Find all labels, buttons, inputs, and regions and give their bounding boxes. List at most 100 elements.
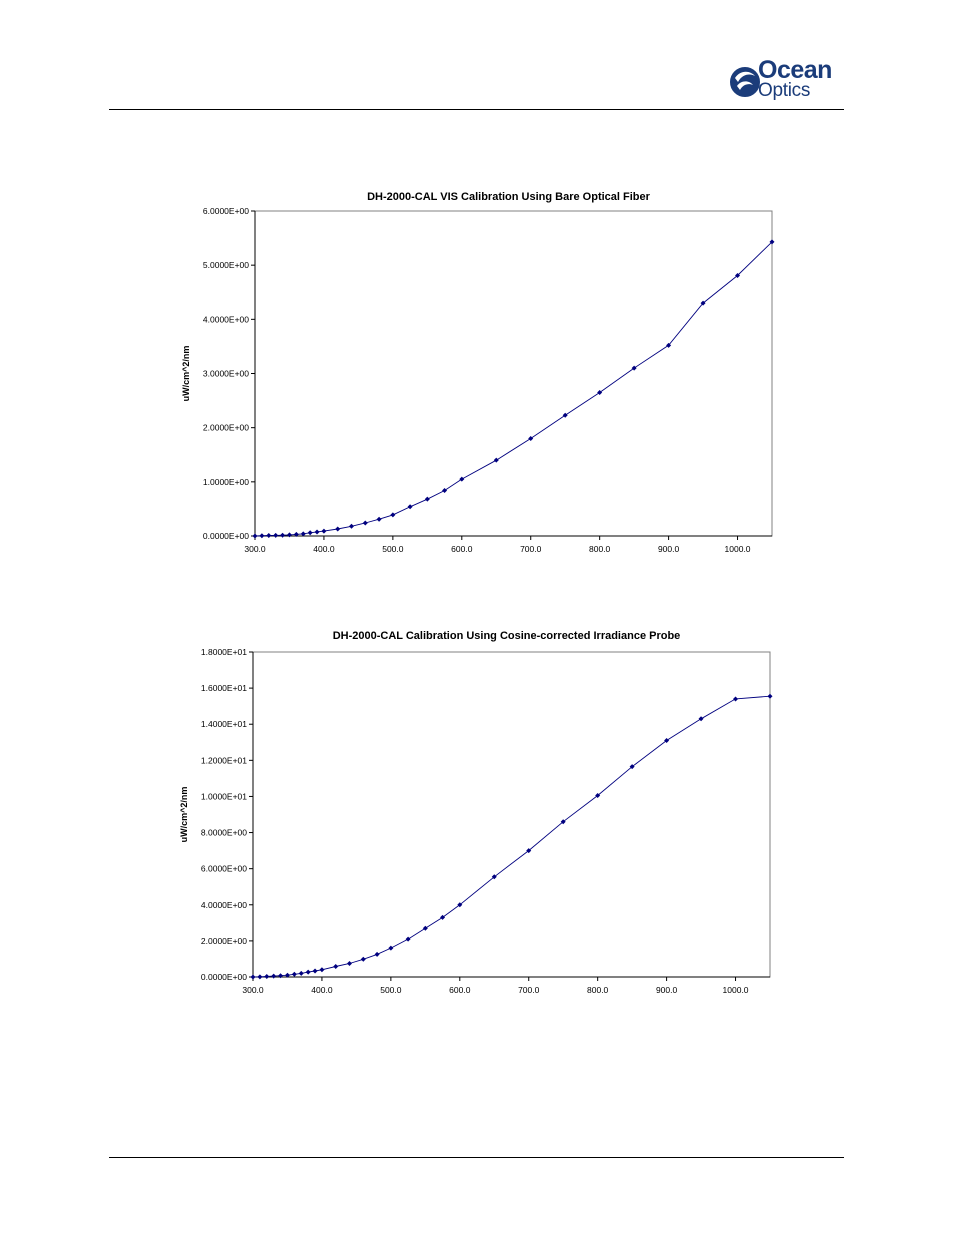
wave-emblem-icon [730,67,760,97]
data-point [376,516,382,522]
data-point [298,970,304,976]
y-tick-label: 3.0000E+00 [203,369,249,379]
data-point [321,528,327,534]
series-line [254,241,773,537]
y-tick-label: 1.4000E+01 [201,719,247,729]
data-point [597,389,603,395]
data-point [769,239,775,245]
chart-bare-optical-fiber: DH-2000-CAL VIS Calibration Using Bare O… [0,180,954,570]
data-point [440,914,446,920]
data-point [698,716,704,722]
data-point [560,819,566,825]
y-tick-label: 5.0000E+00 [203,260,249,270]
data-point [595,793,601,799]
x-tick-label: 500.0 [382,544,404,554]
y-tick-label: 1.0000E+00 [203,477,249,487]
y-tick-label: 6.0000E+00 [203,206,249,216]
y-tick-label: 2.0000E+00 [203,423,249,433]
plot-area [252,651,771,978]
chart-2-svg: DH-2000-CAL Calibration Using Cosine-cor… [179,630,773,995]
footer-divider [109,1157,844,1158]
data-point [457,902,463,908]
data-point [347,960,353,966]
data-point [562,412,568,418]
x-tick-label: 1000.0 [725,544,751,554]
data-point [284,972,290,978]
plot-area [254,210,773,537]
y-axis-label: uW/cm^2/nm [181,346,191,402]
data-point [259,533,265,539]
data-point [405,936,411,942]
y-tick-label: 0.0000E+00 [203,531,249,541]
data-point [252,533,258,539]
data-point [629,764,635,770]
data-point [273,532,279,538]
data-point [735,272,741,278]
chart-title: DH-2000-CAL Calibration Using Cosine-cor… [333,630,681,642]
y-tick-label: 4.0000E+00 [201,900,247,910]
data-point [293,531,299,537]
data-point [305,969,311,975]
data-point [300,531,306,537]
data-point [360,956,366,962]
data-point [291,971,297,977]
x-tick-label: 600.0 [449,985,471,995]
data-point [664,737,670,743]
data-point [374,951,380,957]
data-point [422,925,428,931]
data-point [459,476,465,482]
x-tick-label: 300.0 [244,544,266,554]
logo-word-ocean: Ocean [758,56,832,84]
y-tick-label: 1.8000E+01 [201,647,247,657]
chart-1-svg: DH-2000-CAL VIS Calibration Using Bare O… [181,191,775,554]
data-point [767,693,773,699]
y-tick-label: 6.0000E+00 [201,864,247,874]
data-point [286,532,292,538]
data-point [257,974,263,980]
y-tick-label: 1.6000E+01 [201,683,247,693]
data-point [526,848,532,854]
data-point [335,526,341,532]
data-point [264,973,270,979]
x-tick-label: 900.0 [658,544,680,554]
data-point [278,973,284,979]
data-point [312,968,318,974]
x-tick-label: 400.0 [311,985,333,995]
x-tick-label: 300.0 [242,985,264,995]
x-tick-label: 800.0 [589,544,611,554]
data-point [528,436,534,441]
data-point [733,696,739,702]
y-tick-label: 0.0000E+00 [201,972,247,982]
data-point [424,496,430,502]
data-point [390,512,396,518]
data-point [314,529,320,535]
x-tick-label: 500.0 [380,985,402,995]
data-point [307,530,313,536]
y-tick-label: 8.0000E+00 [201,828,247,838]
data-point [388,945,394,951]
data-point [266,532,272,538]
data-point [442,488,448,493]
x-tick-label: 700.0 [518,985,540,995]
y-axis-label: uW/cm^2/nm [179,787,189,843]
data-point [493,457,499,463]
data-point [362,520,368,526]
x-tick-label: 700.0 [520,544,542,554]
x-tick-label: 900.0 [656,985,678,995]
data-point [319,967,325,973]
chart-title: DH-2000-CAL VIS Calibration Using Bare O… [367,191,651,203]
y-tick-label: 4.0000E+00 [203,314,249,324]
data-point [407,504,413,510]
data-point [250,974,256,980]
x-tick-label: 600.0 [451,544,473,554]
x-tick-label: 800.0 [587,985,609,995]
y-tick-label: 1.2000E+01 [201,755,247,765]
y-tick-label: 2.0000E+00 [201,936,247,946]
x-tick-label: 1000.0 [723,985,749,995]
data-point [280,532,286,538]
y-tick-label: 1.0000E+01 [201,791,247,801]
series-line [252,695,771,978]
data-point [333,964,339,970]
data-point [631,365,637,371]
data-point [666,342,672,348]
